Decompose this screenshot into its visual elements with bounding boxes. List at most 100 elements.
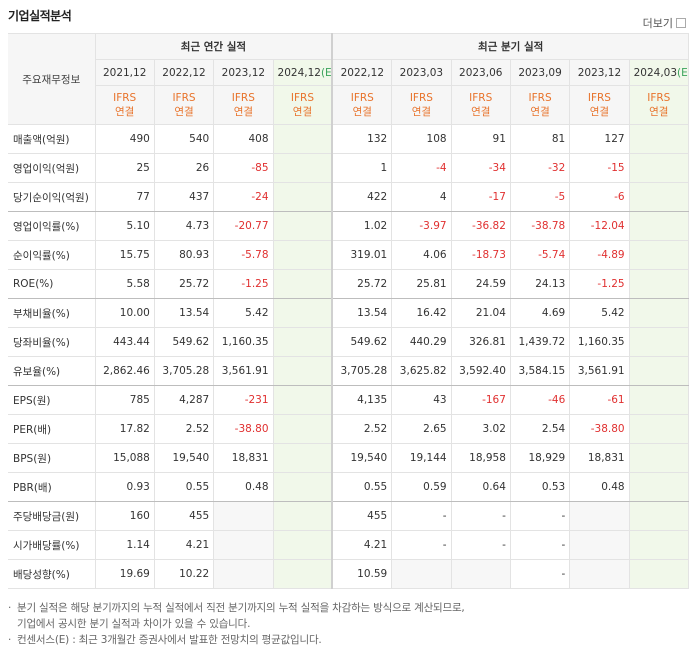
value-cell: 4.21 <box>154 530 215 560</box>
period: 2024,12 <box>277 66 321 79</box>
data-row: 부채비율(%) 10.00 13.54 5.42 13.54 16.42 21.04 4.69… <box>8 298 690 328</box>
empty-cell <box>273 559 333 589</box>
header-row: IFRS 연결 IFRS 연결 IFRS 연결 IFRS 연결 IFRS 연결 IFRS 연결 IFRS… <box>8 85 690 125</box>
data-row: 영업이익률(%) 5.10 4.73 -20.77 1.02 -3.97 -36.82 -38… <box>8 211 690 241</box>
value-cell: 5.10 <box>95 211 155 241</box>
data-row: 시가배당률(%) 1.14 4.21 4.21- - - <box>8 530 690 560</box>
scope: 연결 <box>352 106 372 118</box>
data-row: 순이익률(%) 15.75 80.93 -5.78 319.01 4.06 -18.73 -5… <box>8 240 690 270</box>
empty-cell <box>273 443 333 473</box>
value-cell: 18,929 <box>510 443 571 473</box>
value-cell: 80.93 <box>154 240 215 270</box>
value-cell: 18,958 <box>451 443 511 473</box>
scope: 연결 <box>115 106 135 118</box>
value-cell: 18,831 <box>213 443 274 473</box>
basis-head: IFRS 연결 <box>331 85 393 125</box>
value-cell: 3.02 <box>451 414 511 444</box>
value-cell: -20.77 <box>213 211 274 241</box>
value-cell: - <box>391 501 452 531</box>
period: 2023,12 <box>221 66 266 79</box>
empty-cell <box>273 211 333 241</box>
value-cell: -5.78 <box>213 240 274 270</box>
empty-cell <box>629 443 690 473</box>
more-link[interactable]: 더보기 <box>643 15 686 31</box>
data-row: 당좌비율(%) 443.44 549.62 1,160.35 549.62 440.29 3… <box>8 327 690 357</box>
standard: IFRS <box>231 92 255 104</box>
value-cell: 25 <box>95 153 155 183</box>
value-cell: 16.42 <box>391 298 452 328</box>
row-label: 영업이익(억원) <box>8 153 96 183</box>
value-cell: -15 <box>569 153 630 183</box>
scope: 연결 <box>589 106 610 118</box>
period-head: 2024,03(E) <box>629 59 690 86</box>
value-cell: 13.54 <box>331 298 393 328</box>
value-cell: -1.25 <box>569 269 630 299</box>
value-cell: 21.04 <box>451 298 511 328</box>
empty-cell <box>629 414 690 444</box>
data-row: 배당성향(%) 19.69 10.22 10.59 - <box>8 559 690 589</box>
period: 2024,03 <box>633 66 678 79</box>
data-row: 영업이익(억원) 25 26 -85 1 -4 -34 -32 -15 <box>8 153 690 183</box>
value-cell: 25.81 <box>391 269 452 299</box>
value-cell: 2.52 <box>331 414 393 444</box>
value-cell: 490 <box>95 124 155 154</box>
value-cell: 17.82 <box>95 414 155 444</box>
value-cell: 91 <box>451 124 511 154</box>
scope: 연결 <box>471 106 491 118</box>
value-cell: -24 <box>213 182 274 212</box>
value-cell: 443.44 <box>95 327 155 357</box>
value-cell: 0.93 <box>95 472 155 502</box>
period: 2022,12 <box>162 66 206 79</box>
value-cell: 43 <box>391 385 452 415</box>
value-cell: 319.01 <box>331 240 393 270</box>
row-label: PBR(배) <box>8 472 96 502</box>
header-row: 주요재무정보 최근 연간 실적 최근 분기 실적 <box>8 33 690 125</box>
empty-cell <box>629 559 690 589</box>
value-cell: - <box>391 530 452 560</box>
data-row: ROE(%) 5.58 25.72 -1.25 25.72 25.81 24.59 24.13… <box>8 269 690 299</box>
value-cell: 127 <box>569 124 630 154</box>
value-cell: 3,561.91 <box>569 356 630 386</box>
value-cell: 25.72 <box>154 269 215 299</box>
value-cell: -1.25 <box>213 269 274 299</box>
row-label: 당기순이익(억원) <box>8 182 96 212</box>
empty-cell <box>391 559 452 589</box>
standard: IFRS <box>172 92 196 104</box>
basis-head: IFRS 연결 <box>273 85 333 125</box>
scope: 연결 <box>174 106 194 118</box>
section-title: 기업실적분석 <box>8 9 72 23</box>
empty-cell <box>273 269 333 299</box>
basis-head: IFRS 연결 <box>154 85 215 125</box>
scope: 연결 <box>411 106 432 118</box>
value-cell: 4.06 <box>391 240 452 270</box>
data-row: PER(배) 17.82 2.52 -38.80 2.52 2.65 3.02 2.54 -38… <box>8 414 690 444</box>
value-cell: 77 <box>95 182 155 212</box>
row-label: 주당배당금(원) <box>8 501 96 531</box>
footnotes: 분기 실적은 해당 분기까지의 누적 실적에서 직전 분기까지의 누적 실적을 … <box>8 600 465 648</box>
empty-cell <box>273 414 333 444</box>
value-cell: 1.14 <box>95 530 155 560</box>
value-cell: 15,088 <box>95 443 155 473</box>
empty-cell <box>629 269 690 299</box>
value-cell: 0.53 <box>510 472 571 502</box>
value-cell: 19,144 <box>391 443 452 473</box>
value-cell: 3,625.82 <box>391 356 452 386</box>
value-cell: 408 <box>213 124 274 154</box>
empty-cell <box>273 385 333 415</box>
value-cell: 0.55 <box>154 472 215 502</box>
scope: 연결 <box>649 106 669 118</box>
empty-cell <box>629 472 690 502</box>
empty-cell <box>213 530 274 560</box>
row-label: 순이익률(%) <box>8 240 96 270</box>
group-head: 최근 연간 실적 <box>95 33 333 60</box>
value-cell: - <box>510 530 571 560</box>
standard: IFRS <box>647 92 671 104</box>
estimate-mark: (E) <box>677 66 688 79</box>
label-head: 주요재무정보 <box>8 33 96 125</box>
empty-cell <box>629 298 690 328</box>
data-row: BPS(원) 15,088 19,540 18,831 19,540 19,144 18,9… <box>8 443 690 473</box>
value-cell: -38.80 <box>569 414 630 444</box>
empty-cell <box>629 530 690 560</box>
period-head: 2023,09 <box>510 59 571 86</box>
data-row: 유보율(%) 2,862.46 3,705.28 3,561.91 3,705.28 3,… <box>8 356 690 386</box>
